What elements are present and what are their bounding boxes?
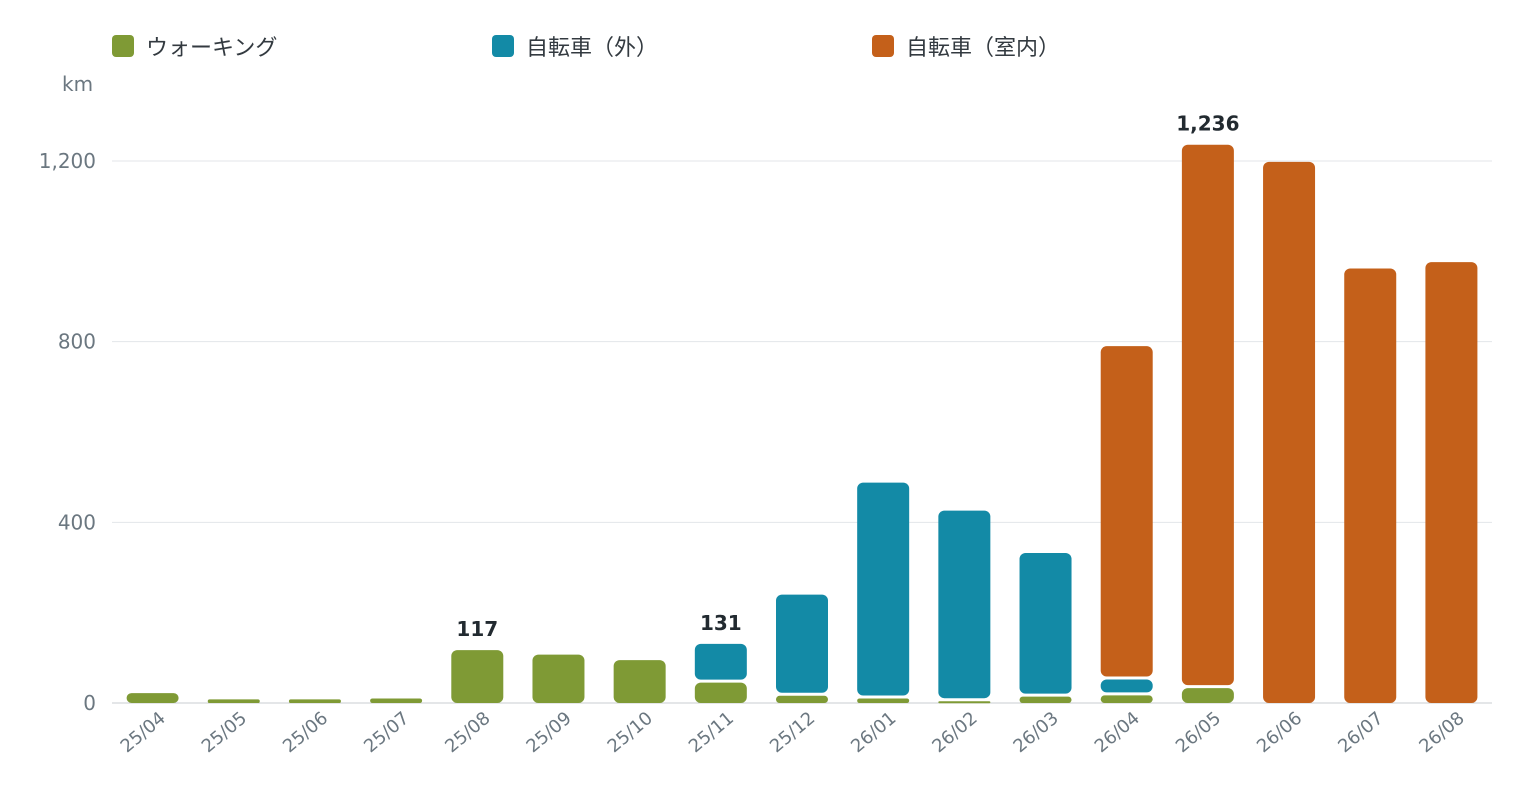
bar-outdoor-bike-26-03[interactable] [1019,553,1072,694]
bars [126,144,1478,704]
bar-walking-25-05[interactable] [207,699,260,703]
y-tick-label: 800 [58,330,96,354]
legend-label-outdoor-bike: 自転車（外） [526,36,659,61]
x-tick-label: 26/04 [1091,708,1144,757]
bar-indoor-bike-26-05[interactable] [1181,144,1234,686]
legend-swatch-outdoor-bike [492,35,514,57]
x-tick-label: 25/04 [117,708,170,757]
x-tick-label: 25/05 [198,708,251,757]
legend-item-walking[interactable]: ウォーキング [112,30,277,62]
x-tick-label: 26/01 [847,708,900,757]
bar-walking-25-07[interactable] [370,698,423,703]
x-tick-label: 26/07 [1334,708,1387,757]
bar-walking-26-04[interactable] [1100,695,1153,703]
x-tick-label: 25/10 [604,708,657,757]
y-axis-ticks: 0 400 800 1,200 [39,149,96,715]
bar-indoor-bike-26-04[interactable] [1100,346,1153,677]
y-axis-unit: km [62,72,94,96]
x-tick-label: 25/09 [522,708,575,757]
x-tick-label: 26/02 [928,708,981,757]
bar-walking-26-03[interactable] [1019,696,1072,703]
data-labels: 117 131 1,236 [456,112,1239,641]
bar-walking-25-10[interactable] [613,660,666,703]
bar-walking-26-05[interactable] [1181,688,1234,703]
legend: ウォーキング 自転車（外） 自転車（室内） [0,30,1520,66]
x-tick-label: 25/07 [360,708,413,757]
legend-label-indoor-bike: 自転車（室内） [906,36,1061,61]
legend-item-outdoor-bike[interactable]: 自転車（外） [492,30,658,62]
bar-indoor-bike-26-08[interactable] [1425,262,1478,703]
x-tick-label: 26/05 [1172,708,1225,757]
bar-outdoor-bike-26-01[interactable] [857,482,910,696]
x-tick-label: 25/06 [279,708,332,757]
bar-walking-25-11[interactable] [694,682,747,703]
x-tick-label: 26/03 [1010,708,1063,757]
x-tick-label: 25/08 [441,708,494,757]
bar-walking-26-01[interactable] [857,698,910,703]
bar-indoor-bike-26-06[interactable] [1263,161,1316,704]
y-tick-label: 0 [83,691,96,715]
x-axis-ticks: 25/04 25/05 25/06 25/07 25/08 25/09 25/10 25/11… [117,708,1469,757]
legend-swatch-walking [112,35,134,57]
bar-outdoor-bike-25-11[interactable] [694,643,747,680]
bar-walking-25-12[interactable] [776,695,828,703]
bar-indoor-bike-26-07[interactable] [1344,268,1397,703]
y-tick-label: 1,200 [39,149,96,173]
data-label: 131 [700,611,742,635]
bar-walking-25-04[interactable] [126,693,179,703]
data-label: 117 [456,617,498,641]
legend-swatch-indoor-bike [872,35,894,57]
legend-label-walking: ウォーキング [146,36,278,61]
x-tick-label: 25/11 [685,708,738,757]
data-label: 1,236 [1176,112,1239,136]
x-tick-label: 26/08 [1415,708,1468,757]
bar-outdoor-bike-25-12[interactable] [776,594,828,693]
bar-walking-25-09[interactable] [532,654,585,703]
x-tick-label: 26/06 [1253,708,1306,757]
bar-outdoor-bike-26-04[interactable] [1100,679,1153,693]
bar-walking-26-02[interactable] [938,701,991,704]
bar-outdoor-bike-26-02[interactable] [938,510,991,699]
x-tick-label: 25/12 [766,708,819,757]
legend-item-indoor-bike[interactable]: 自転車（室内） [872,30,1060,62]
y-tick-label: 400 [58,510,96,534]
bar-walking-25-08[interactable] [451,650,504,703]
bar-walking-25-06[interactable] [288,699,341,703]
